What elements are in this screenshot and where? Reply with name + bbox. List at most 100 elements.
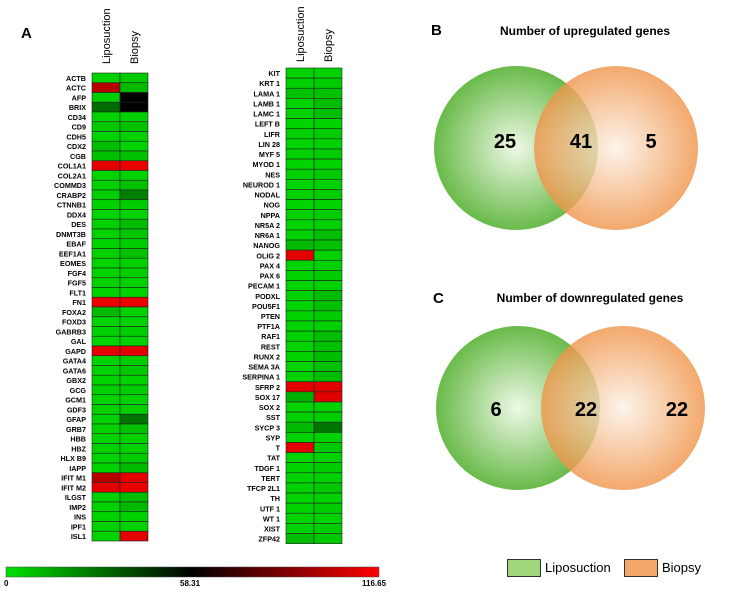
heatmap-left-gene-label: COL2A1	[58, 171, 86, 180]
heatmap-right-gene-label: SST	[266, 413, 281, 422]
legend-biopsy-label: Biopsy	[662, 560, 702, 575]
heatmap-right-gene-label: SOX 17	[255, 393, 280, 402]
heatmap-right-gene-label: MYOD 1	[252, 160, 280, 169]
heatmap-right-gene-label: XIST	[264, 525, 281, 534]
heatmap-left-gene-label: INS	[74, 513, 86, 522]
heatmap-left-gene-label: ACTB	[66, 74, 86, 83]
heatmap-right-gene-label: NR5A 2	[255, 221, 280, 230]
venn-down-title: Number of downregulated genes	[496, 291, 684, 305]
heatmap-left-gene-label: COMMD3	[54, 181, 86, 190]
venn-down-both: 22	[575, 399, 597, 421]
venn-up-only-biopsy: 5	[645, 131, 656, 153]
venn-up-biopsy-circle	[534, 66, 698, 230]
heatmap-right-gene-label: UTF 1	[260, 504, 280, 513]
heatmap-right-gene-label: TDGF 1	[254, 464, 280, 473]
venn-down-only-liposuction: 6	[490, 399, 501, 421]
heatmap-right-gene-label: NES	[265, 170, 280, 179]
heatmap-left-gene-label: GATA4	[63, 357, 86, 366]
legend-liposuction-label: Liposuction	[545, 560, 611, 575]
heatmap-left-gene-label: DDX4	[67, 210, 86, 219]
heatmap-right-gene-label: LIFR	[264, 130, 281, 139]
heatmap-left-gene-label: ACTC	[66, 84, 86, 93]
colorbar-max-label: 116.65	[362, 579, 387, 588]
heatmap-right-gene-label: NODAL	[254, 191, 280, 200]
heatmap-right-gene-label: KIT	[268, 69, 280, 78]
heatmap-left-gene-label: IPF1	[71, 522, 86, 531]
heatmap-right-gene-label: PAX 6	[260, 272, 280, 281]
venn-down-biopsy-circle	[541, 326, 705, 490]
heatmap-left-gene-label: GATA6	[63, 366, 86, 375]
colorbar-min-label: 0	[4, 579, 9, 588]
heatmap-right-gene-label: MYF 5	[259, 150, 280, 159]
heatmap-right-gene-label: KRT 1	[259, 79, 280, 88]
heatmap-right-gene-label: PTF1A	[257, 322, 280, 331]
heatmap-right-gene-label: ZFP42	[258, 535, 280, 544]
heatmap-right-gene-label: NEUROD 1	[243, 180, 280, 189]
heatmap-right-gene-label: SFRP 2	[255, 383, 280, 392]
panel-label-b: B	[431, 22, 442, 39]
heatmap-right-gene-label: PTEN	[261, 312, 280, 321]
heatmap-left-gene-label: GAL	[71, 337, 87, 346]
heatmap-right-gene-label: LIN 28	[258, 140, 280, 149]
heatmap-right-gene-label: TERT	[261, 474, 280, 483]
heatmap-right-column-header-liposuction: Liposuction	[295, 6, 307, 62]
venn-up-title: Number of upregulated genes	[499, 24, 671, 38]
heatmap-left-gene-label: CD9	[72, 123, 86, 132]
heatmap-left-gene-label: GCM1	[65, 396, 86, 405]
heatmap-right-gene-label: POU5F1	[252, 302, 280, 311]
heatmap-left-gene-label: ILGST	[65, 493, 87, 502]
heatmap-right-gene-label: LAMA 1	[254, 89, 281, 98]
heatmap-left-gene-label: COL1A1	[58, 162, 86, 171]
heatmap-left-gene-label: IFIT M2	[61, 483, 86, 492]
heatmap-right-gene-label: SYP	[266, 433, 281, 442]
heatmap-left-gene-label: CDH5	[66, 132, 86, 141]
heatmap-left-gene-label: CDX2	[67, 142, 86, 151]
heatmap-right-gene-label: SEMA 3A	[248, 363, 280, 372]
heatmap-left-gene-label: EOMES	[60, 259, 86, 268]
heatmap-right-gene-label: LAMB 1	[253, 99, 280, 108]
heatmap-right-gene-label: SOX 2	[259, 403, 280, 412]
heatmap-left-gene-label: GRB7	[66, 425, 86, 434]
heatmap-right-gene-label: WT 1	[263, 514, 280, 523]
heatmap-left-gene-label: IAPP	[69, 464, 86, 473]
heatmap-left-gene-label: DES	[71, 220, 86, 229]
heatmap-left-gene-label: GCG	[70, 386, 87, 395]
heatmap-right-gene-label: PAX 4	[260, 261, 280, 270]
heatmap-left-gene-label: FLT1	[69, 288, 86, 297]
legend-biopsy-swatch	[624, 559, 658, 577]
heatmap-left-gene-label: GFAP	[66, 415, 86, 424]
heatmap-right-gene-label: NPPA	[261, 211, 280, 220]
heatmap-left-gene-label: CTNNB1	[57, 201, 86, 210]
heatmap-left-column-header-liposuction: Liposuction	[101, 8, 113, 64]
panel-label-a: A	[21, 25, 32, 42]
heatmap-right-gene-label: PECAM 1	[248, 282, 280, 291]
heatmap-left-column-header-biopsy: Biopsy	[129, 30, 141, 64]
heatmap-right-gene-label: TH	[270, 494, 280, 503]
heatmap-right-column-header-biopsy: Biopsy	[323, 28, 335, 62]
heatmap-right-gene-label: T	[276, 444, 281, 453]
heatmap-left-gene-label: FN1	[72, 298, 86, 307]
heatmap-left-gene-label: FGF4	[68, 269, 86, 278]
heatmap-left-gene-label: GBX2	[66, 376, 86, 385]
venn-up-both: 41	[570, 131, 592, 153]
heatmap-right-gene-label: RUNX 2	[254, 352, 280, 361]
heatmap-right-gene-label: NOG	[264, 201, 281, 210]
heatmap-right-gene-label: OLIG 2	[256, 251, 280, 260]
legend-liposuction-swatch	[507, 559, 541, 577]
heatmap-right-gene-label: TAT	[267, 454, 281, 463]
heatmap-left-gene-label: EEF1A1	[59, 249, 86, 258]
heatmap-right-gene-label: RAF1	[261, 332, 280, 341]
heatmap-left-gene-label: GDF3	[67, 405, 86, 414]
heatmap-right-gene-label: TFCP 2L1	[247, 484, 280, 493]
heatmap-left-gene-label: BRIX	[69, 103, 86, 112]
heatmap-right-gene-label: SYCP 3	[255, 423, 280, 432]
heatmap-left-gene-label: IMP2	[69, 503, 86, 512]
colorbar	[5, 566, 380, 578]
colorbar-gradient	[5, 566, 380, 578]
heatmap-left-gene-label: IFIT M1	[61, 474, 86, 483]
heatmap-right-cell-biopsy	[313, 533, 343, 544]
heatmap-left-gene-label: DNMT3B	[56, 230, 86, 239]
venn-up-only-liposuction: 25	[494, 131, 516, 153]
heatmap-right-gene-label: LEFT B	[255, 120, 280, 129]
